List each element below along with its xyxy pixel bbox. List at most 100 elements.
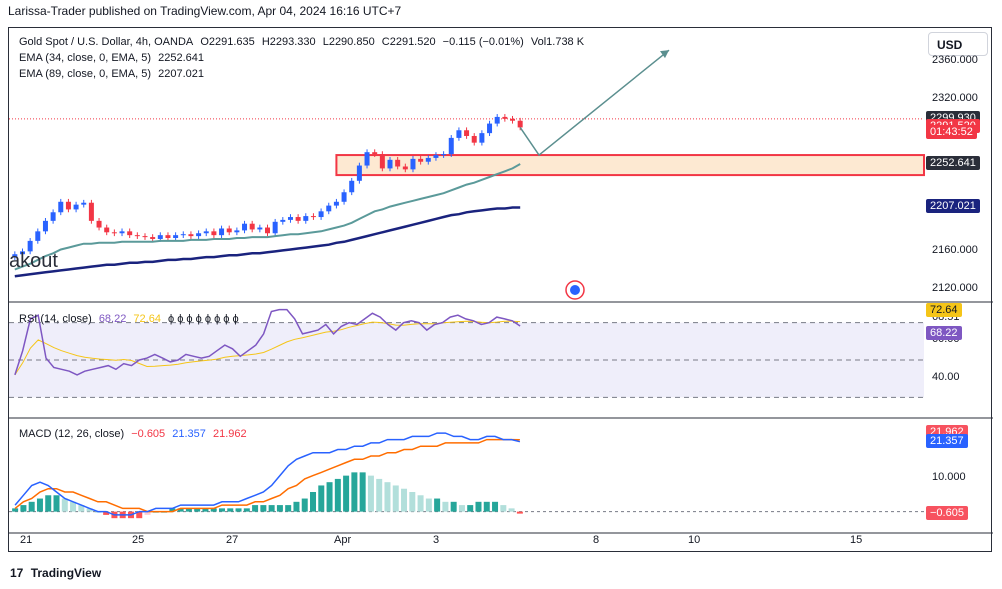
- price-axis-label: 2320.000: [932, 91, 978, 104]
- candle: [479, 133, 485, 143]
- legend-main-name: Gold Spot / U.S. Dollar, 4h, OANDA: [19, 36, 194, 48]
- candle: [303, 216, 309, 221]
- currency-button[interactable]: USD: [928, 32, 988, 56]
- candle: [249, 223, 255, 230]
- macd-histogram-bar: [343, 475, 350, 512]
- legend-main-high: H2293.330: [261, 36, 316, 48]
- macd-histogram-bar: [285, 505, 292, 512]
- macd-histogram-bar: [392, 485, 399, 512]
- candle: [433, 155, 439, 158]
- ema89-line: [14, 206, 521, 278]
- legend-macd-v2: 21.357: [172, 428, 206, 440]
- candle: [410, 158, 416, 170]
- legend-rsi[interactable]: RSI (14, close) 68.22 72.64 ϕ ϕ ϕ ϕ ϕ ϕ …: [19, 313, 243, 325]
- projection-arrow: [519, 49, 670, 157]
- candle: [196, 233, 202, 237]
- macd-histogram-bar: [301, 498, 308, 512]
- macd-histogram-bar: [293, 501, 300, 512]
- candle: [42, 220, 48, 232]
- macd-histogram-bar: [144, 511, 151, 515]
- candle: [364, 152, 370, 166]
- candle: [295, 217, 301, 221]
- candle: [96, 220, 102, 228]
- price-tag: 01:43:52: [926, 125, 977, 140]
- candle: [203, 231, 209, 234]
- candle: [173, 235, 179, 239]
- macd-histogram-bar: [36, 498, 43, 512]
- chart-frame: Gold Spot / U.S. Dollar, 4h, OANDA O2291…: [8, 27, 993, 553]
- ema34-line: [14, 163, 521, 271]
- chart-canvas[interactable]: [9, 28, 993, 553]
- candle: [341, 192, 347, 202]
- candle: [448, 137, 454, 155]
- legend-rsi-rest: ϕ ϕ ϕ ϕ ϕ ϕ ϕ ϕ: [168, 313, 239, 325]
- legend-macd-name: MACD (12, 26, close): [19, 428, 125, 440]
- candle: [50, 212, 56, 221]
- macd-signal-line: [14, 438, 520, 513]
- macd-histogram-bar: [86, 508, 93, 512]
- macd-histogram-bar: [252, 505, 259, 512]
- footer-label: TradingView: [30, 566, 102, 580]
- candle: [27, 240, 33, 252]
- macd-histogram-bar: [310, 492, 317, 512]
- candle: [387, 159, 393, 169]
- legend-ema2[interactable]: EMA (89, close, 0, EMA, 5) 2207.021: [19, 68, 208, 80]
- candle: [73, 204, 79, 210]
- macd-histogram-bar: [70, 501, 77, 512]
- legend-main-low: L2290.850: [322, 36, 375, 48]
- rsi-band: [9, 322, 924, 398]
- candle: [257, 227, 263, 230]
- candle: [81, 202, 87, 205]
- price-axis-label: 2360.000: [932, 53, 978, 66]
- macd-histogram-bar: [367, 475, 374, 512]
- candle: [287, 217, 293, 220]
- macd-histogram-bar: [483, 501, 490, 512]
- rsi-tag: 68.22: [926, 325, 962, 340]
- candle: [502, 116, 508, 119]
- price-tag: 2252.641: [926, 155, 980, 170]
- macd-histogram-bar: [12, 508, 19, 512]
- time-axis-label: 25: [132, 534, 145, 546]
- candle: [180, 234, 186, 236]
- candle: [19, 251, 25, 255]
- candle: [211, 231, 217, 236]
- time-axis-label: 8: [593, 534, 600, 546]
- legend-main-close: C2291.520: [381, 36, 436, 48]
- support-zone: [335, 154, 925, 177]
- candle: [157, 235, 163, 239]
- candle: [318, 211, 324, 218]
- candle: [456, 130, 462, 138]
- candle: [111, 232, 117, 234]
- us-flag-icon-inner: [570, 285, 580, 295]
- macd-histogram-bar: [61, 498, 68, 512]
- candle: [104, 227, 110, 233]
- rsi-axis-label: 40.00: [932, 370, 960, 383]
- legend-ema1[interactable]: EMA (34, close, 0, EMA, 5) 2252.641: [19, 52, 208, 64]
- macd-histogram-bar: [268, 505, 275, 512]
- legend-macd-v3: 21.962: [212, 428, 247, 440]
- macd-histogram-bar: [458, 505, 465, 512]
- candle: [242, 223, 248, 231]
- time-axis-label: Apr: [334, 534, 352, 546]
- candle: [402, 166, 408, 170]
- legend-main[interactable]: Gold Spot / U.S. Dollar, 4h, OANDA O2291…: [19, 36, 588, 48]
- candle: [119, 231, 125, 234]
- candle: [326, 205, 332, 212]
- macd-histogram-bar: [409, 492, 416, 512]
- macd-histogram-bar: [177, 508, 184, 512]
- footer[interactable]: 17 TradingView: [10, 566, 101, 580]
- tradingview-logo-icon: 17: [10, 566, 24, 580]
- candle: [464, 130, 470, 136]
- macd-histogram-bar: [376, 478, 383, 512]
- price-axis-label: 2120.000: [932, 282, 978, 295]
- legend-macd[interactable]: MACD (12, 26, close) −0.605 21.357 21.96…: [19, 428, 251, 440]
- legend-ema1-name: EMA (34, close, 0, EMA, 5): [19, 52, 152, 64]
- legend-macd-v1: −0.605: [131, 428, 166, 440]
- macd-histogram-bar: [169, 508, 176, 512]
- macd-histogram-bar: [235, 508, 242, 512]
- time-axis-label: 10: [688, 534, 701, 546]
- candle: [35, 231, 41, 241]
- macd-histogram-bar: [185, 508, 192, 512]
- candle: [494, 116, 500, 124]
- candle: [142, 236, 148, 238]
